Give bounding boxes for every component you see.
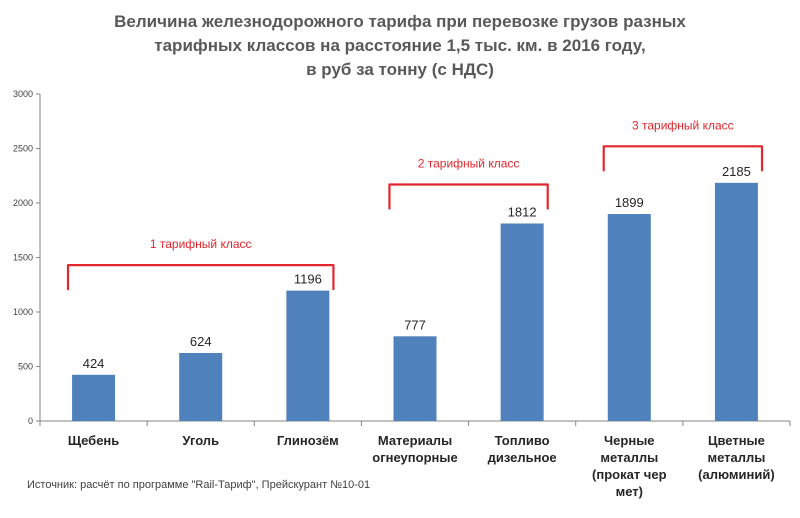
y-tick-label: 2000 <box>13 198 33 208</box>
class-label: 1 тарифный класс <box>150 237 252 251</box>
class-label: 2 тарифный класс <box>418 156 520 170</box>
bar <box>714 182 758 421</box>
category-label: дизельное <box>488 450 557 465</box>
class-bracket <box>602 145 764 172</box>
category-label: металлы <box>600 450 658 465</box>
category-label: Глинозём <box>277 433 339 448</box>
bar <box>72 374 116 421</box>
chart-title-line-3: в руб за тонну (с НДС) <box>306 60 494 79</box>
axes: 0 500 1000 1500 2000 2500 3000 <box>13 89 791 426</box>
category-label: Черные <box>604 433 655 448</box>
bar <box>286 290 330 421</box>
y-tick-label: 500 <box>18 362 33 372</box>
data-label: 1812 <box>508 204 537 219</box>
category-label: (алюминий) <box>698 467 775 482</box>
bar <box>179 352 223 421</box>
y-tick-label: 3000 <box>13 89 33 99</box>
category-label: Топливо <box>495 433 550 448</box>
class-groups: 1 тарифный класс 2 тарифный класс 3 тарифн… <box>66 118 764 291</box>
data-labels: 424 624 1196 777 1812 1899 2185 <box>83 164 751 371</box>
category-label: Материалы <box>378 433 452 448</box>
class-bracket <box>388 183 549 210</box>
y-tick-label: 1000 <box>13 307 33 317</box>
category-label: (прокат чер <box>592 467 667 482</box>
category-label: Щебень <box>68 433 119 448</box>
bar <box>393 336 437 421</box>
category-label: огнеупорные <box>372 450 457 465</box>
data-label: 624 <box>190 334 212 349</box>
bar <box>607 214 651 421</box>
chart-title-line-2: тарифных классов на расстояние 1,5 тыс. … <box>154 36 646 55</box>
bar <box>500 223 544 421</box>
data-label: 1196 <box>294 272 322 287</box>
data-label: 1899 <box>615 195 644 210</box>
data-label: 2185 <box>722 164 751 179</box>
chart-title-line-1: Величина железнодорожного тарифа при пер… <box>114 12 686 31</box>
y-tick-label: 0 <box>28 416 33 426</box>
bars <box>72 182 758 421</box>
data-label: 424 <box>83 356 105 371</box>
category-label: мет) <box>616 484 643 499</box>
class-label: 3 тарифный класс <box>632 118 734 132</box>
category-label: металлы <box>707 450 765 465</box>
category-labels: Щебень Уголь Глинозём Материалы огнеупорные Т… <box>68 433 775 499</box>
category-label: Уголь <box>182 433 219 448</box>
source-note: Источник: расчёт по программе "Rail-Тари… <box>27 479 371 491</box>
data-label: 777 <box>404 317 426 332</box>
y-tick-label: 1500 <box>13 253 33 263</box>
class-bracket <box>66 264 335 291</box>
category-label: Цветные <box>708 433 765 448</box>
y-tick-label: 2500 <box>13 144 33 154</box>
